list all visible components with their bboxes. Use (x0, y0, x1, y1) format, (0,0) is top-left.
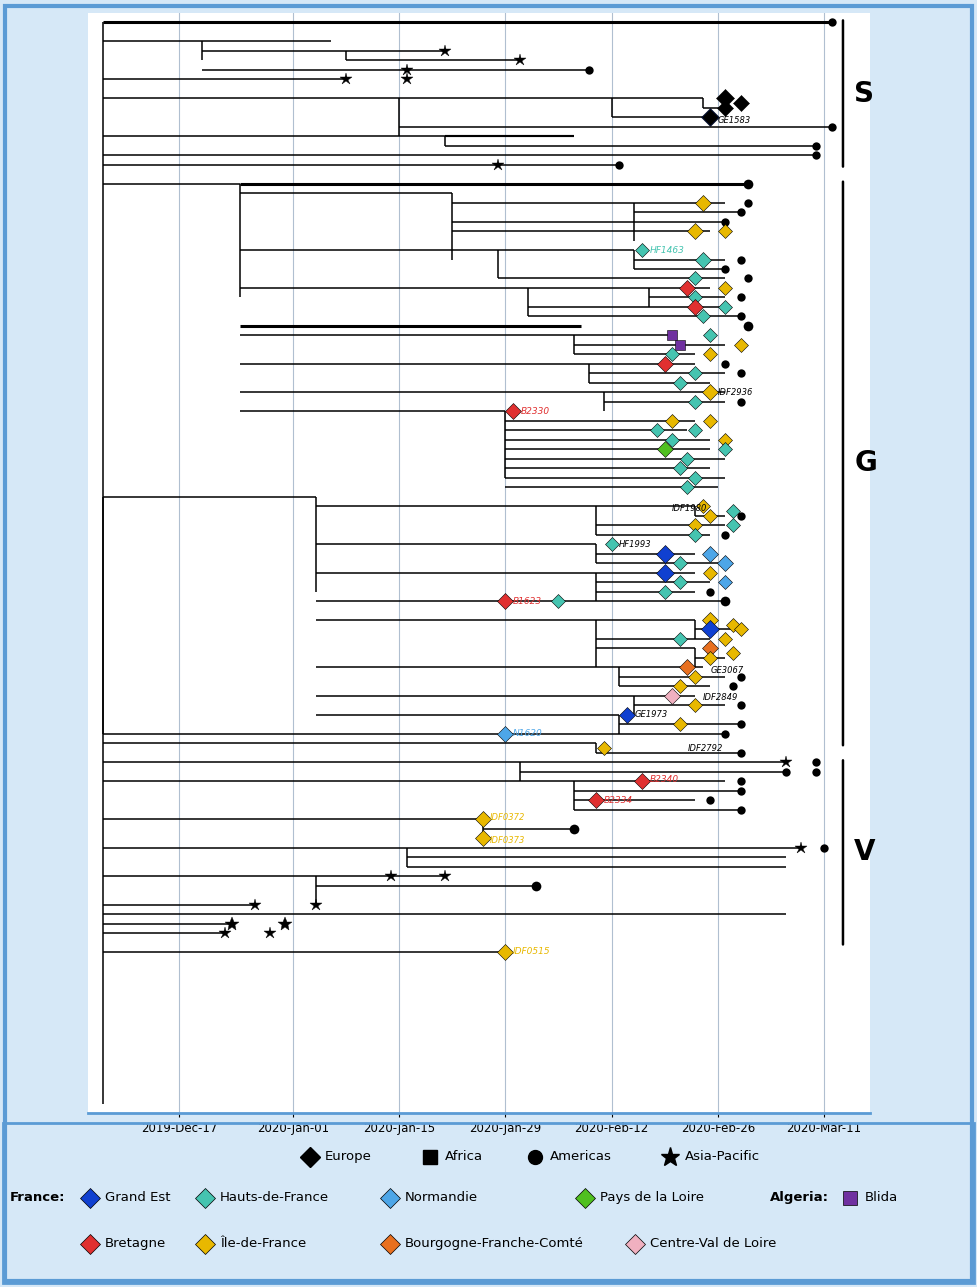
Text: HF1463: HF1463 (650, 246, 684, 255)
Text: B2330: B2330 (521, 407, 550, 416)
Text: Bourgogne-Franche-Comté: Bourgogne-Franche-Comté (405, 1237, 584, 1250)
Text: IDF2792: IDF2792 (688, 744, 723, 753)
Text: N1620: N1620 (513, 730, 542, 739)
Text: Bretagne: Bretagne (105, 1237, 166, 1250)
Text: GE1973: GE1973 (634, 710, 667, 719)
Text: G: G (854, 449, 877, 477)
Text: IDF0515: IDF0515 (513, 947, 550, 956)
Text: Algeria:: Algeria: (770, 1192, 829, 1205)
Text: Europe: Europe (325, 1151, 372, 1163)
Text: V: V (854, 838, 875, 866)
Text: GE3067: GE3067 (710, 665, 743, 674)
Text: Blida: Blida (865, 1192, 898, 1205)
Text: Asia-Pacific: Asia-Pacific (685, 1151, 760, 1163)
Text: IDF2936: IDF2936 (718, 387, 753, 396)
Text: Centre-Val de Loire: Centre-Val de Loire (650, 1237, 777, 1250)
Text: Africa: Africa (445, 1151, 483, 1163)
Text: Grand Est: Grand Est (105, 1192, 171, 1205)
Text: IDF1980: IDF1980 (672, 505, 707, 514)
Text: B2334: B2334 (604, 795, 633, 804)
Text: Normandie: Normandie (405, 1192, 478, 1205)
Text: HF1993: HF1993 (619, 539, 652, 548)
Text: GE1583: GE1583 (718, 116, 751, 125)
Text: B2340: B2340 (650, 775, 679, 784)
Text: B1623: B1623 (513, 596, 542, 605)
Text: Hauts-de-France: Hauts-de-France (220, 1192, 329, 1205)
Text: Americas: Americas (550, 1151, 612, 1163)
Text: IDF0372: IDF0372 (490, 813, 526, 822)
Text: Île-de-France: Île-de-France (220, 1237, 306, 1250)
Text: S: S (854, 80, 874, 108)
Text: France:: France: (10, 1192, 65, 1205)
Text: Pays de la Loire: Pays de la Loire (600, 1192, 704, 1205)
Text: IDF2849: IDF2849 (702, 694, 738, 703)
Text: IDF0373: IDF0373 (490, 835, 526, 844)
